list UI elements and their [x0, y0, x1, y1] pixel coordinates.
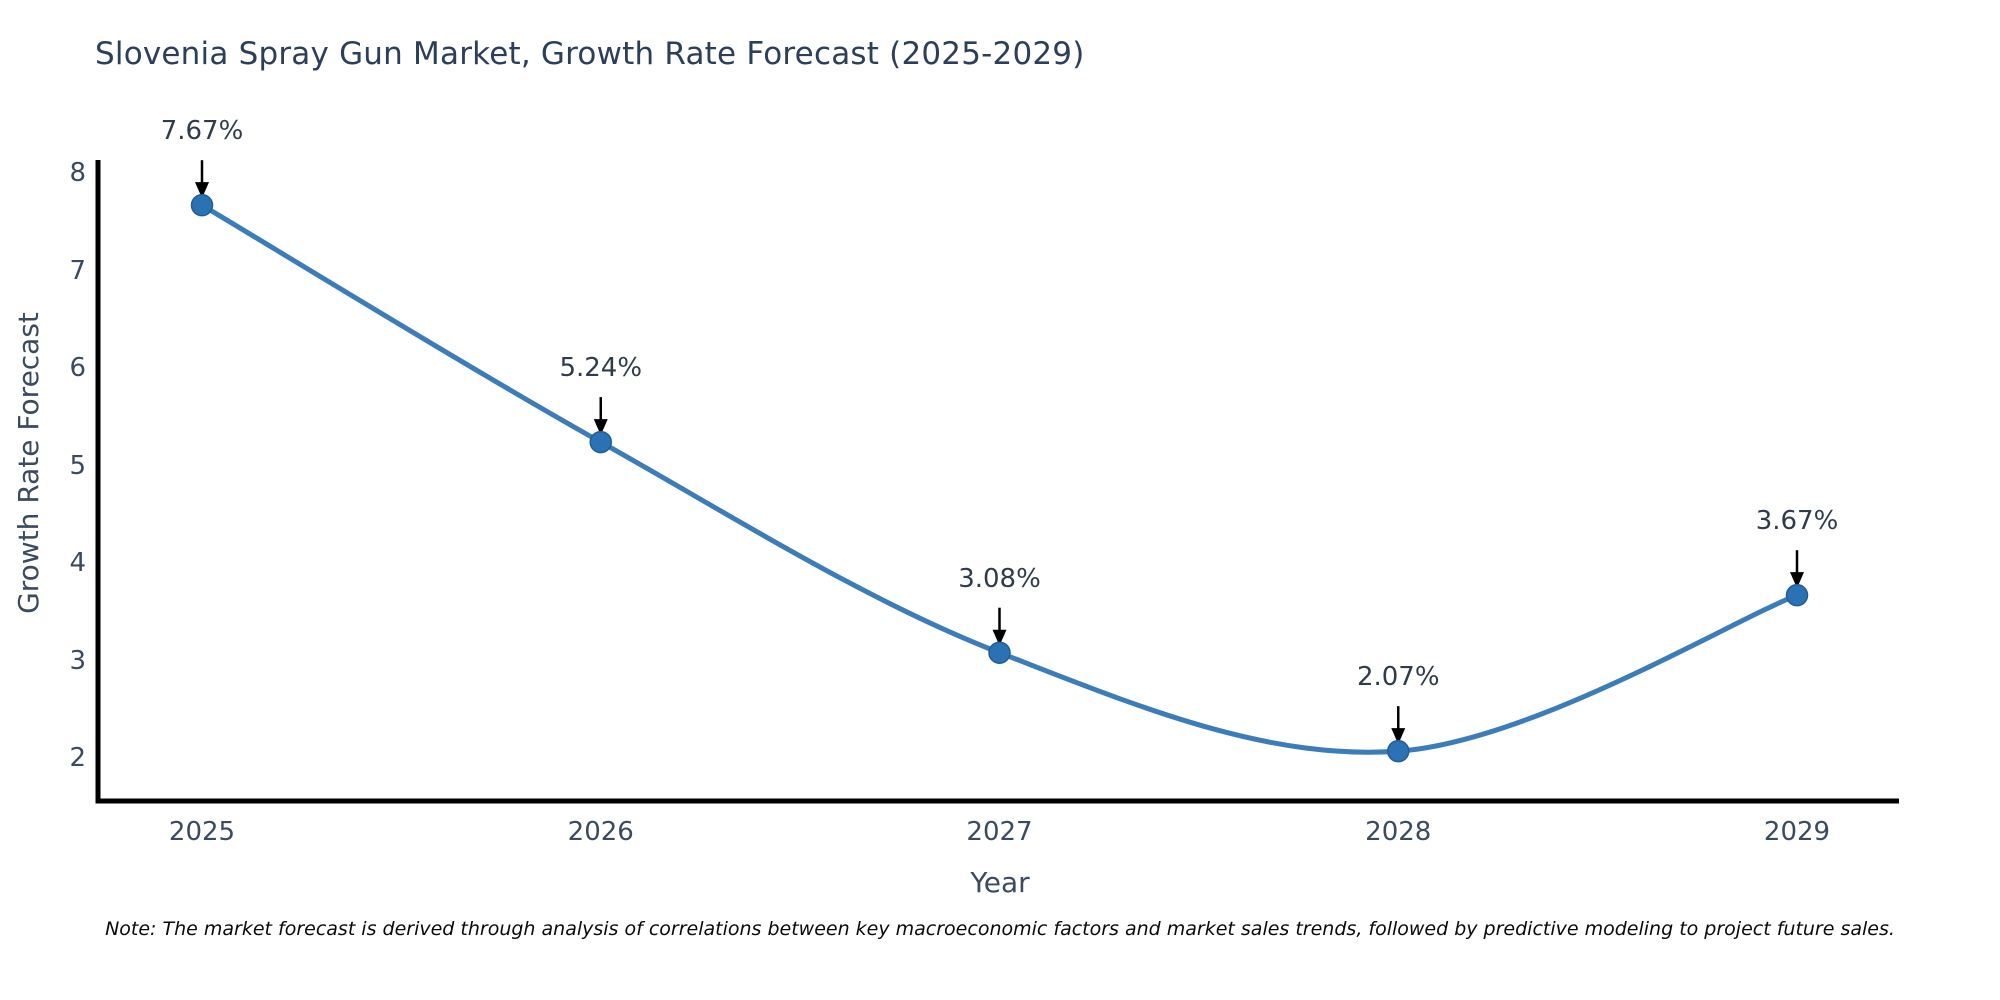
data-point-marker: [589, 430, 612, 454]
y-tick-label: 7: [69, 255, 86, 286]
data-point-marker: [988, 641, 1011, 664]
y-tick-label: 3: [69, 645, 86, 676]
data-point-marker: [1785, 583, 1809, 607]
data-point-marker: [190, 193, 214, 217]
x-axis-title: Year: [970, 866, 1030, 899]
y-tick-label: 2: [69, 743, 86, 773]
x-tick-label: 2027: [966, 817, 1033, 847]
x-tick-label: 2028: [1365, 817, 1432, 847]
x-tick-label: 2026: [567, 817, 634, 847]
annotation-arrow-head: [1790, 572, 1804, 589]
point-label: 3.67%: [1755, 506, 1839, 537]
y-tick-label: 8: [69, 158, 86, 188]
forecast-line: [199, 202, 1800, 755]
annotation-arrow-head: [992, 629, 1007, 646]
annotation-arrow-head: [1391, 728, 1406, 745]
point-label: 7.67%: [160, 116, 244, 147]
x-tick-label: 2029: [1763, 817, 1831, 847]
y-tick-label: 5: [69, 450, 86, 481]
data-point-marker: [1387, 739, 1410, 763]
y-tick-label: 4: [69, 548, 86, 578]
point-label: 5.24%: [559, 353, 643, 384]
point-label: 3.08%: [958, 563, 1041, 594]
y-tick-label: 6: [69, 353, 86, 383]
annotation-arrow-head: [593, 419, 608, 436]
footnote: Note: The market forecast is derived thr…: [105, 918, 1895, 940]
chart-title: Slovenia Spray Gun Market, Growth Rate F…: [95, 36, 1085, 72]
point-label: 2.07%: [1356, 662, 1440, 693]
x-tick-label: 2025: [168, 817, 236, 847]
annotation-arrow-head: [195, 182, 209, 199]
